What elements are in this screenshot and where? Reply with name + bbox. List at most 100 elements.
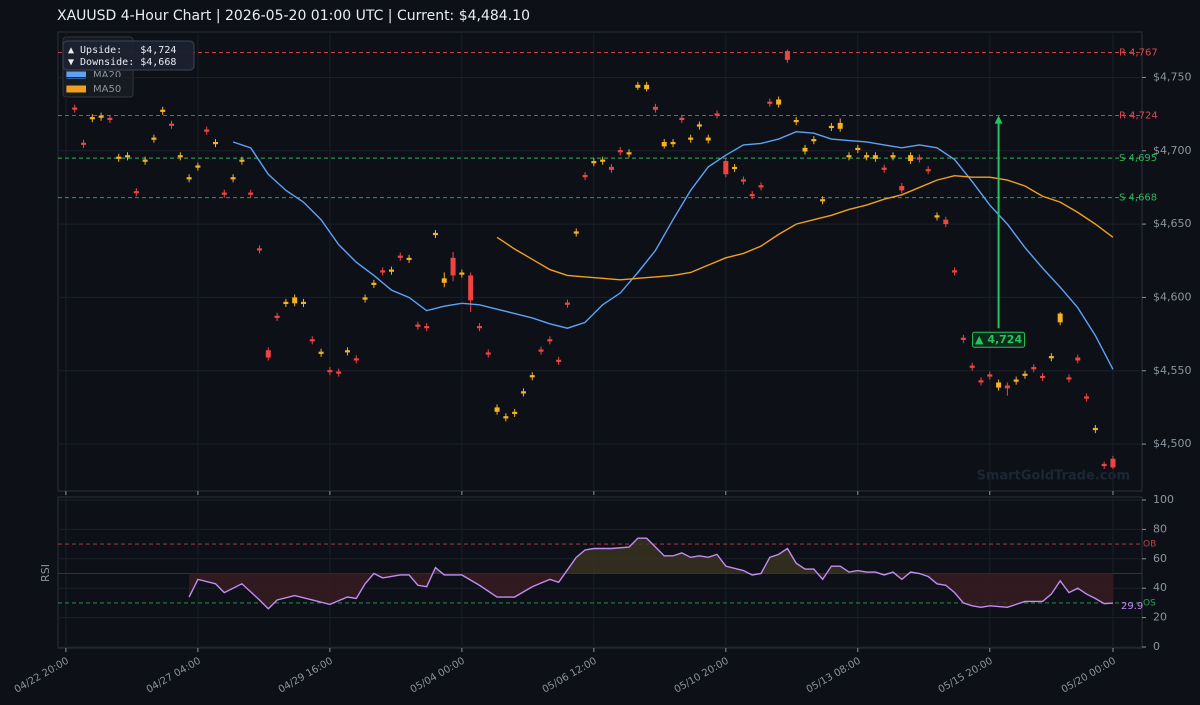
candle-body [380, 270, 386, 273]
candle-body [1110, 458, 1116, 468]
candle-body [916, 157, 922, 160]
candle-body [520, 391, 526, 394]
price-panel [57, 31, 1143, 492]
rsi-area-below [189, 573, 1113, 609]
candle-body [837, 122, 843, 129]
level-label: R 4,767 [1119, 48, 1158, 59]
candle-body [459, 272, 465, 275]
y-tick-label: $4,500 [1153, 437, 1192, 450]
target-label-box [972, 331, 1026, 348]
candle-body [300, 301, 306, 305]
candle-body [309, 339, 315, 342]
chart-title: XAUUSD 4-Hour Chart | 2026-05-20 01:00 U… [57, 8, 530, 24]
candle-body [644, 84, 650, 90]
candle-body [494, 407, 500, 412]
candle-body [855, 147, 861, 151]
candle-body [952, 270, 958, 273]
candle-body [802, 147, 808, 152]
info-line: ▼ Downside: $4,668 [68, 57, 176, 68]
level-label: S 4,695 [1119, 153, 1157, 164]
candle-body [617, 150, 623, 153]
watermark: SmartGoldTrade.com [976, 469, 1130, 484]
candle-body [740, 179, 746, 182]
candle-body [608, 166, 614, 170]
candle-body [846, 155, 852, 158]
candle-body [476, 326, 482, 329]
candle-body [591, 161, 597, 164]
candle-body [776, 99, 782, 105]
candle-body [432, 232, 438, 236]
ma-line [232, 131, 1114, 370]
y-tick-label: 20 [1153, 611, 1167, 624]
candle-body [1031, 367, 1037, 370]
y-tick-label: $4,650 [1153, 217, 1192, 230]
candle-body [1013, 379, 1019, 382]
candle-body [344, 350, 350, 353]
candle-body [265, 350, 271, 358]
candle-body [116, 156, 122, 159]
y-tick-label: 100 [1153, 493, 1174, 506]
candle-body [160, 109, 166, 112]
candle-body [406, 257, 412, 261]
candle-body [978, 380, 984, 383]
info-line: ▲ Upside: $4,724 [68, 45, 176, 56]
candle-body [81, 142, 87, 145]
candle-body [679, 117, 685, 120]
candle-body [274, 315, 280, 318]
candle-body [327, 370, 333, 373]
candle-body [969, 365, 975, 368]
candle-body [371, 282, 377, 285]
level-label: R 4,724 [1119, 111, 1158, 122]
candle-body [890, 155, 896, 158]
y-tick-label: 60 [1153, 552, 1167, 565]
candle-body [142, 159, 148, 162]
candle-body [1101, 463, 1107, 467]
candle-body [256, 248, 262, 251]
candle-body [292, 297, 298, 304]
candle-body [318, 351, 324, 354]
candle-body [107, 117, 113, 120]
y-tick-label: $4,550 [1153, 364, 1192, 377]
candle-body [732, 166, 738, 170]
candle-body [661, 141, 667, 147]
candle-body [881, 167, 887, 170]
candle-body [626, 152, 632, 155]
candle-body [485, 352, 491, 355]
candle-body [943, 219, 949, 225]
candle-body [1084, 396, 1090, 399]
rsi-last-value: 29.9 [1121, 601, 1143, 612]
candle-body [125, 155, 131, 158]
candle-body [538, 349, 544, 352]
legend-label: MA50 [93, 84, 121, 95]
level-label: OS [1143, 598, 1156, 608]
candle-body [283, 301, 289, 305]
candle-body [239, 159, 245, 162]
target-label: ▲ 4,724 [975, 333, 1022, 346]
candle-body [151, 137, 157, 140]
rsi-area-above [189, 538, 1113, 574]
candle-body [468, 275, 474, 301]
candle-body [564, 302, 570, 305]
y-tick-label: $4,700 [1153, 144, 1192, 157]
candle-body [336, 371, 342, 374]
candle-body [362, 297, 368, 300]
candle-body [186, 177, 192, 180]
candle-body [987, 374, 993, 377]
candle-body [793, 119, 799, 123]
candle-body [573, 231, 579, 234]
candle-body [960, 337, 966, 340]
arrow-head [994, 115, 1003, 124]
candle-body [450, 257, 456, 276]
candle-body [248, 192, 254, 195]
candle-body [1048, 356, 1054, 359]
candle-body [177, 155, 183, 158]
candle-body [512, 411, 518, 415]
candle-body [72, 107, 78, 110]
candle-body [723, 161, 729, 175]
rsi-axis-label: RSI [39, 564, 52, 582]
candle-body [600, 159, 606, 162]
level-label: S 4,668 [1119, 193, 1157, 204]
candle-body [820, 199, 826, 202]
candle-body [872, 155, 878, 159]
